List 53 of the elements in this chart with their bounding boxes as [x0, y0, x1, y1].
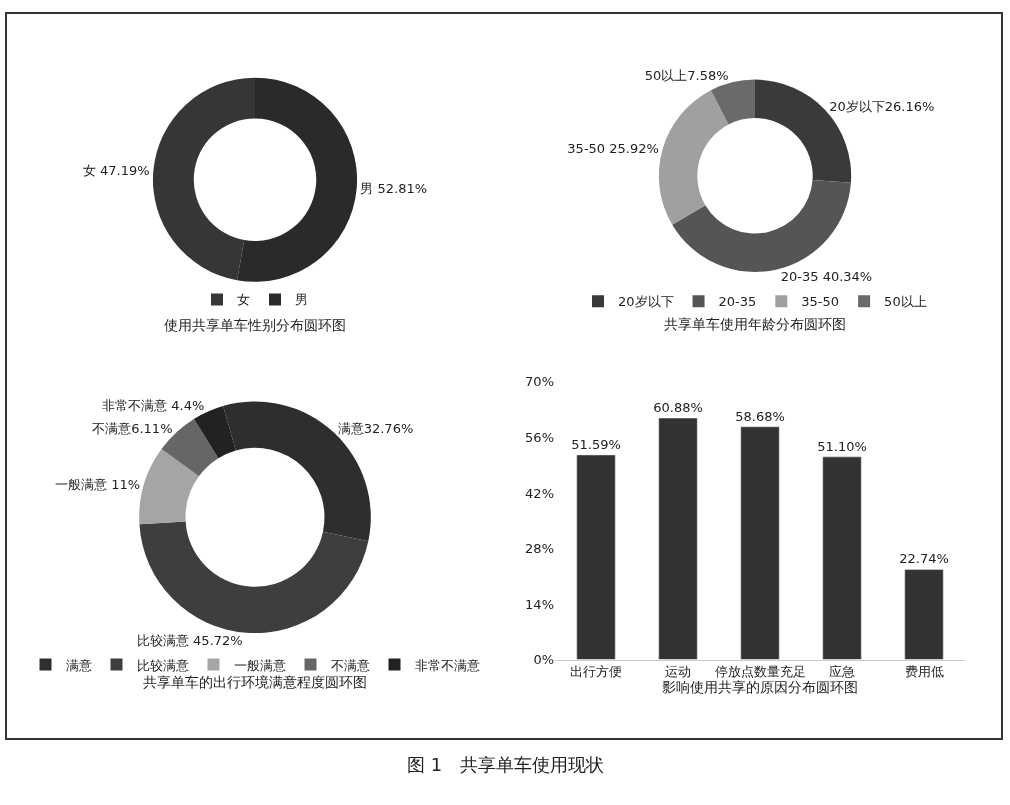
data-label: 不满意6.11% [92, 420, 173, 436]
legend-label: 50以上 [884, 294, 927, 310]
data-label: 60.88% [653, 400, 703, 416]
text: 使用共享单车性别分布圆环图 [164, 317, 346, 333]
y-tick-label: 28% [525, 541, 554, 557]
bar [904, 569, 944, 660]
bar [658, 417, 698, 660]
x-tick-label: 应急 [829, 664, 855, 680]
data-label: 35-50 25.92% [567, 141, 659, 157]
text: 共享单车使用年龄分布圆环图 [664, 316, 846, 332]
donut-slice [672, 180, 851, 272]
data-label: 22.74% [899, 551, 949, 567]
legend-label: 20-35 [718, 294, 757, 310]
data-label: 一般满意 11% [55, 476, 141, 492]
legend-label: 比较满意 [136, 657, 189, 673]
donut-slice [658, 90, 729, 225]
donut-slice [139, 521, 369, 634]
legend-label: 一般满意 [233, 657, 286, 673]
data-label: 20岁以下26.16% [829, 99, 935, 115]
y-tick-label: 42% [525, 485, 554, 501]
bar [822, 456, 862, 660]
legend-label: 35-50 [801, 294, 840, 310]
data-label: 非常不满意 4.4% [102, 397, 205, 413]
x-tick-label: 运动 [665, 664, 691, 680]
data-label: 满意32.76% [337, 421, 414, 437]
donut-slice [139, 448, 199, 525]
bar [576, 454, 616, 660]
x-tick-label: 停放点数量充足 [714, 664, 806, 680]
data-label: 51.59% [571, 436, 621, 452]
data-label: 50以上7.58% [644, 67, 729, 83]
data-label: 20-35 40.34% [780, 269, 873, 285]
x-tick-label: 费用低 [904, 664, 944, 680]
data-label: 58.68% [735, 408, 785, 424]
y-tick-label: 14% [525, 596, 554, 612]
legend-label: 非常不满意 [414, 657, 480, 673]
x-tick-label: 出行方便 [570, 664, 622, 680]
legend-label: 男 [295, 292, 308, 308]
bar [740, 426, 780, 660]
y-tick-label: 0% [533, 652, 554, 668]
text: 共享单车的出行环境满意程度圆环图 [143, 674, 367, 690]
donut-slice [710, 79, 755, 125]
legend-label: 不满意 [330, 657, 370, 673]
y-tick-label: 70% [525, 374, 554, 390]
data-label: 51.10% [817, 438, 867, 454]
caption: 图 1 共享单车使用现状 [407, 754, 605, 775]
legend-label: 满意 [65, 657, 92, 673]
y-tick-label: 56% [525, 429, 554, 445]
data-label: 比较满意 45.72% [136, 632, 243, 648]
legend-label: 20岁以下 [618, 294, 674, 310]
legend-label: 女 [237, 292, 250, 308]
data-label: 女 47.19% [82, 163, 150, 179]
text: 影响使用共享的原因分布圆环图 [662, 679, 858, 695]
data-label: 男 52.81% [360, 181, 428, 197]
